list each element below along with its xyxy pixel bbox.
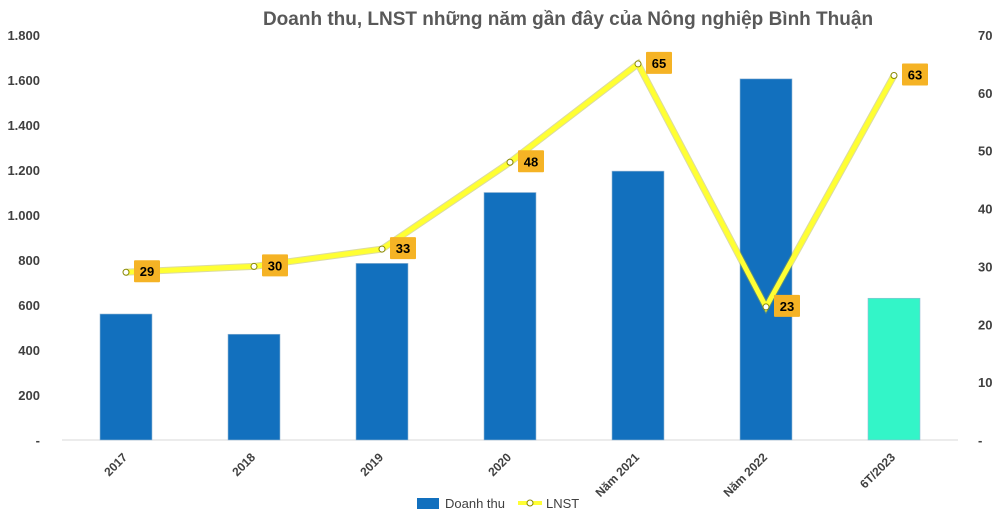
data-label: 30 [268,258,282,273]
data-label-box [134,260,160,283]
bar-doanh-thu [355,263,409,441]
y-left-tick-label: 1.800 [7,28,40,43]
data-label-box [902,63,928,86]
y-left-tick-label: 200 [18,388,40,403]
legend-swatch-doanh-thu [417,498,439,509]
data-label-box [774,294,800,317]
legend-label-doanh-thu: Doanh thu [445,496,505,511]
y-left-tick-label: - [36,433,40,448]
data-label: 63 [908,68,922,83]
line-point [890,72,898,79]
y-left-tick-label: 400 [18,343,40,358]
y-right-tick-label: 60 [978,86,992,101]
chart-title: Doanh thu, LNST những năm gần đây của Nô… [263,9,873,30]
x-tick-label: 6T/2023 [857,450,898,491]
x-tick-label: 2019 [357,450,386,479]
data-label-box [262,254,288,277]
y-right-tick-label: 40 [978,202,992,217]
y-right-tick-label: - [978,433,982,448]
x-tick-label: 2018 [229,450,258,479]
bar-doanh-thu [483,192,537,441]
line-series [122,58,898,315]
y-left-tick-label: 800 [18,253,40,268]
legend: Doanh thu LNST [417,496,579,511]
y-left-tick-label: 1.400 [7,118,40,133]
bar-doanh-thu [99,313,153,441]
y-right-tick-label: 30 [978,259,992,274]
data-label: 48 [524,154,538,169]
x-tick-label: 2020 [485,450,514,479]
data-label-box [646,51,672,74]
data-label-box [518,150,544,173]
data-label: 29 [140,264,154,279]
line-point [762,303,770,311]
line-point [506,158,514,166]
x-tick-label: 2017 [101,450,130,479]
line-point [122,268,130,276]
data-label: 33 [396,241,410,256]
bar-doanh-thu [611,170,665,441]
legend-marker-lnst [526,499,534,507]
bar-doanh-thu [739,78,793,441]
bar-doanh-thu [867,297,921,441]
line-point [378,245,386,253]
y-right-tick-label: 50 [978,144,992,159]
y-left-tick-label: 1.600 [7,73,40,88]
y-left-tick-label: 600 [18,298,40,313]
data-label: 65 [652,56,666,71]
legend-label-lnst: LNST [546,496,579,511]
bar-doanh-thu [227,333,281,441]
y-right-tick-label: 20 [978,317,992,332]
x-tick-label: Năm 2022 [721,450,771,500]
bars [99,78,921,441]
y-left-tick-label: 1.000 [7,208,40,223]
y-right-tick-label: 70 [978,28,992,43]
line-point [634,60,642,68]
data-label-box [390,237,416,260]
y-right-tick-label: 10 [978,375,992,390]
x-tick-label: Năm 2021 [593,450,643,500]
line-point [250,262,258,270]
y-left-tick-label: 1.200 [7,163,40,178]
data-label: 23 [780,299,794,314]
data-labels: 29 30 33 48 65 23 63 [134,51,928,317]
